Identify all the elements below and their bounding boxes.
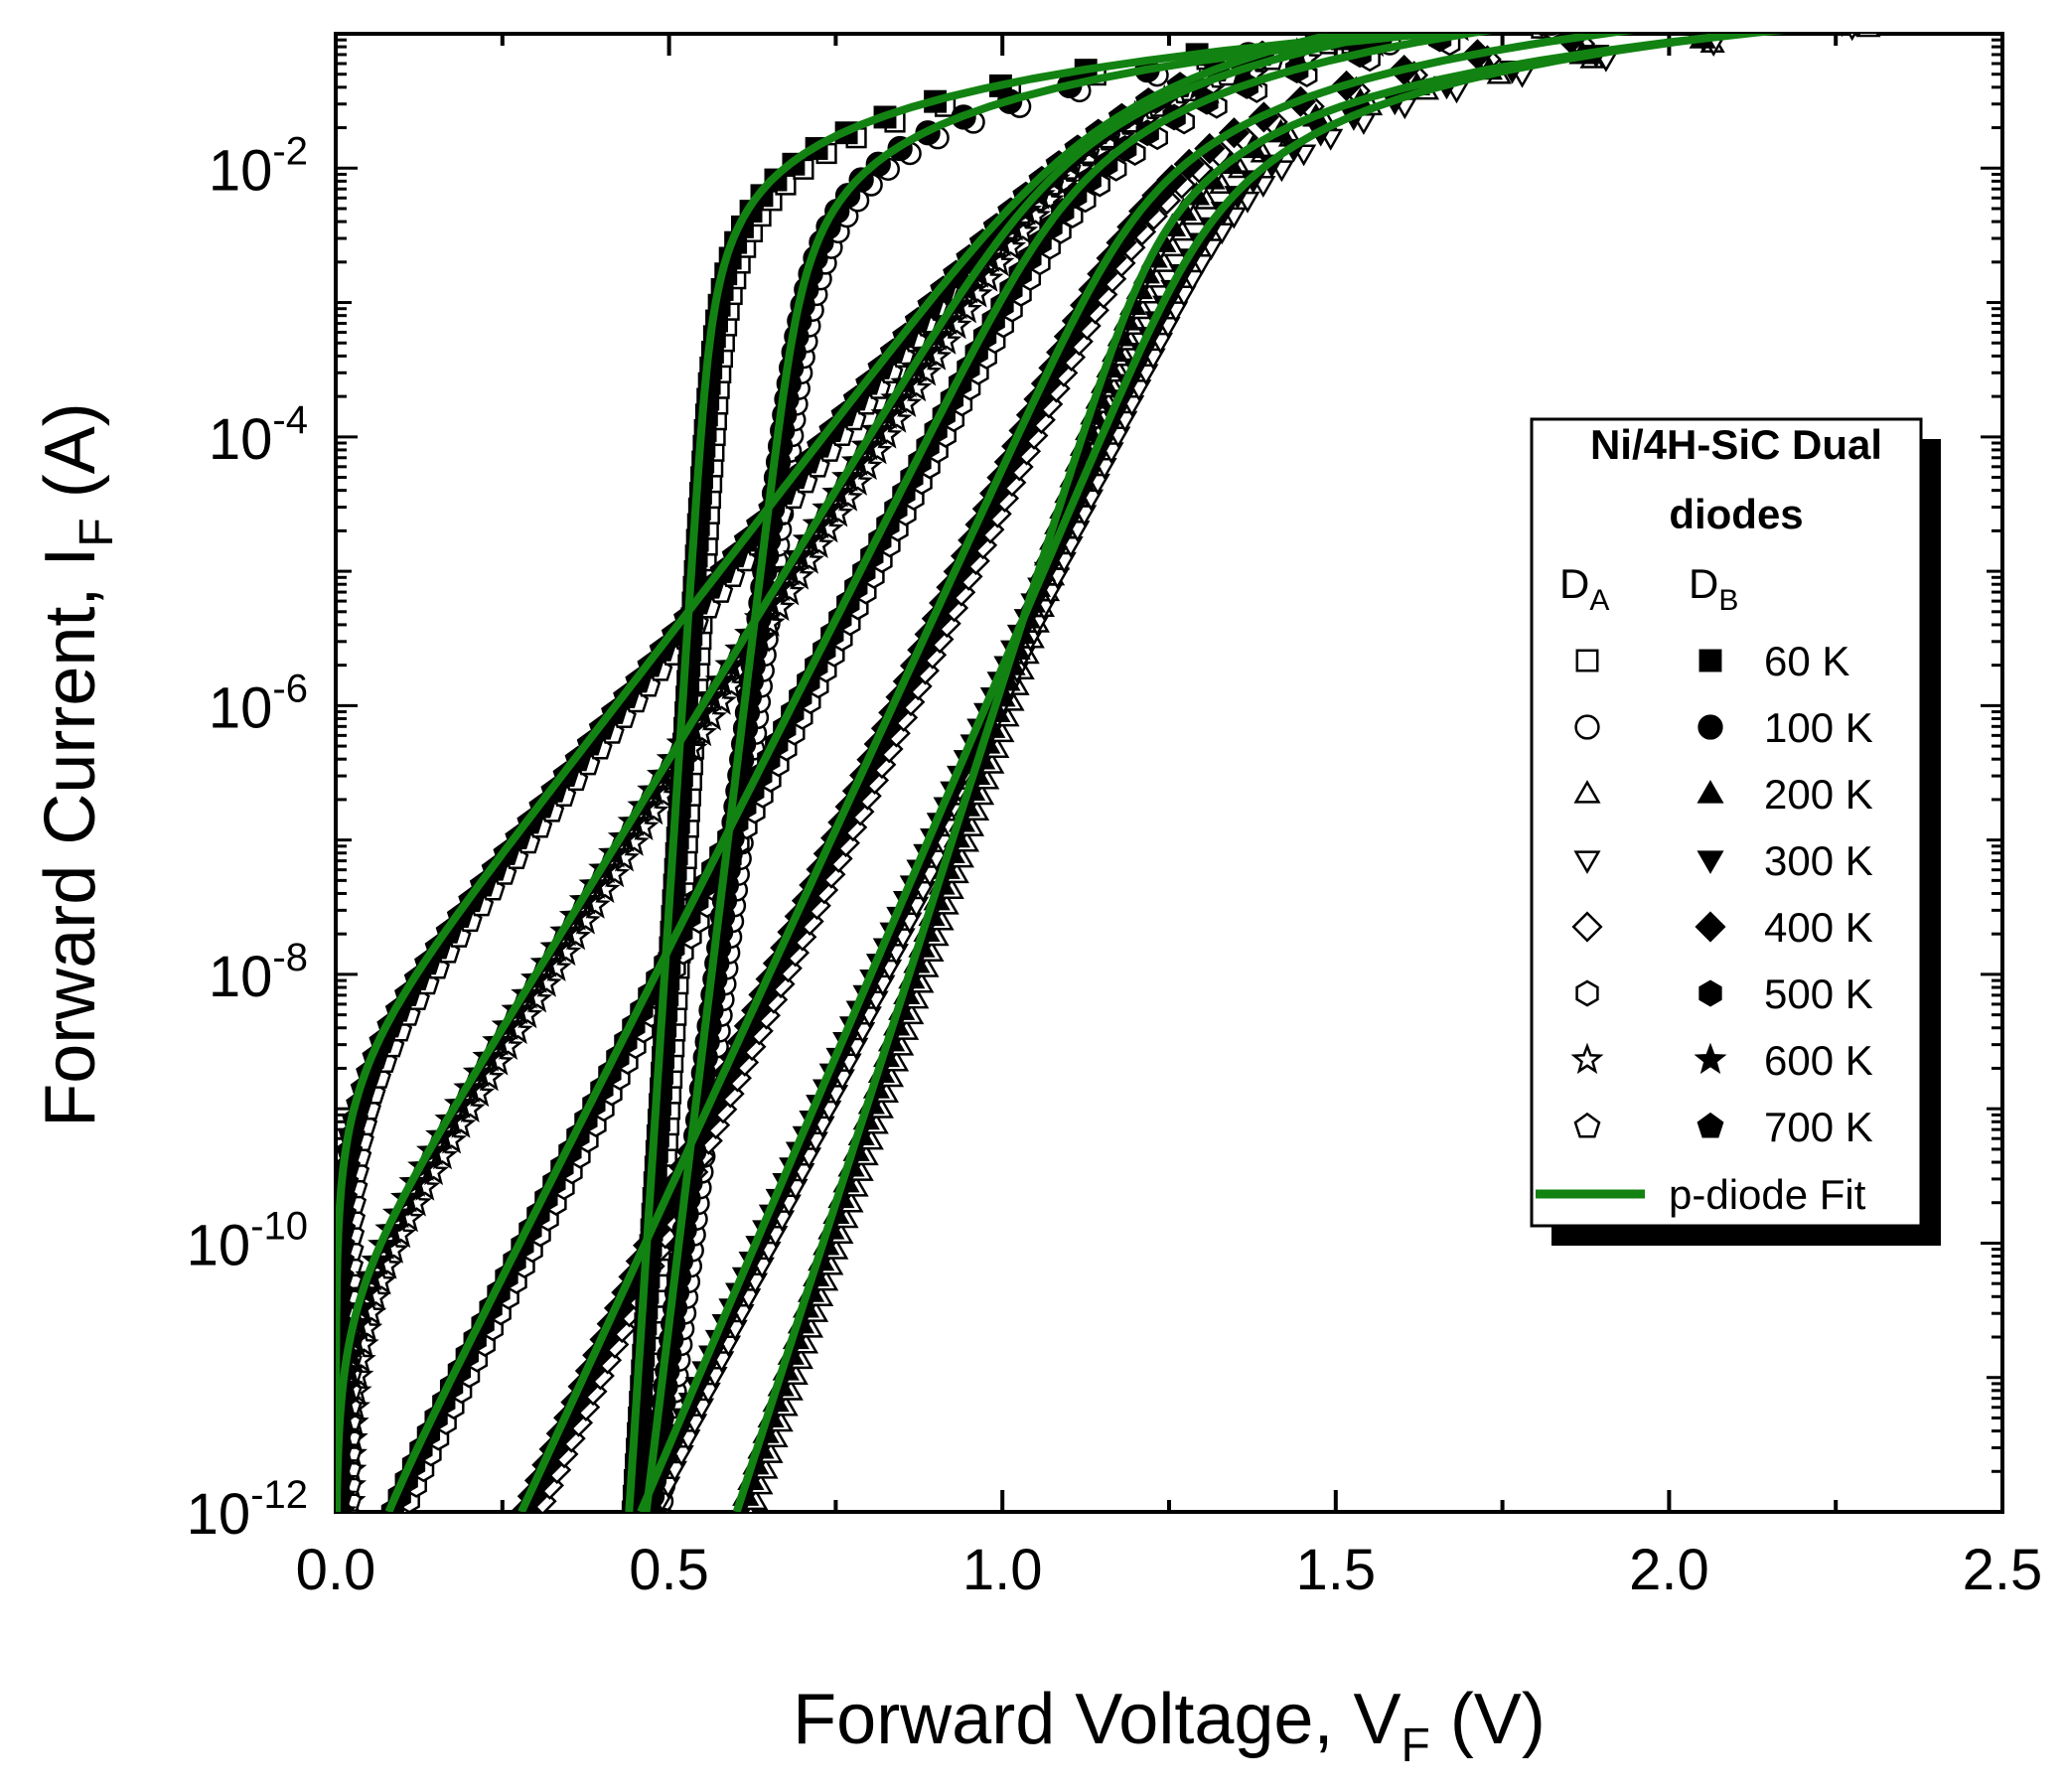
legend: Ni/4H-SiC Dual diodes DA DB 60 K 100 K 200… [1530, 417, 1941, 1246]
legend-marker-db [1697, 1112, 1724, 1138]
fit-line-60k [625, 34, 1444, 1512]
marker-db-100k [1545, 34, 1558, 36]
legend-marker-da [1571, 911, 1603, 943]
x-tick-label: 1.0 [962, 1538, 1043, 1602]
legend-marker-da [1574, 714, 1600, 740]
fit-line-400k [517, 34, 1635, 1512]
x-axis-title: Forward Voltage, VF (V) [793, 1680, 1546, 1772]
legend-entry-label: 60 K [1764, 638, 1849, 684]
legend-marker-da [1573, 780, 1601, 804]
legend-marker-db [1698, 979, 1722, 1007]
x-tick-label: 1.5 [1295, 1538, 1376, 1602]
legend-entry-label: 300 K [1764, 837, 1873, 884]
fit-line-600k [336, 34, 1408, 1512]
legend-marker-db [1697, 780, 1724, 804]
legend-marker-db [1695, 911, 1726, 943]
legend-marker-da [1575, 649, 1599, 672]
fit-line-500k [384, 34, 1494, 1512]
fit-line-300k [637, 34, 1777, 1512]
marker-da-300k [1847, 34, 1856, 42]
legend-marker-db [1697, 850, 1724, 874]
fit-lines [336, 34, 1786, 1512]
legend-entry-label: 700 K [1764, 1104, 1873, 1150]
y-tick-label: 10-12 [187, 1473, 308, 1547]
legend-marker-db [1697, 714, 1723, 740]
y-tick-label: 10-4 [209, 398, 308, 472]
legend-entry-label: 500 K [1764, 971, 1873, 1017]
y-tick-labels: 10-2 10-4 10-6 10-8 10-10 10-12 [187, 129, 308, 1547]
x-tick-label: 0.5 [629, 1538, 709, 1602]
marker-da-200k [1855, 34, 1881, 38]
fit-line-200k [732, 34, 1786, 1512]
legend-entry-label: 600 K [1764, 1037, 1873, 1084]
plot-content [336, 34, 1881, 1512]
legend-col-a-header: DA [1559, 560, 1609, 617]
y-tick-label: 10-8 [209, 936, 308, 1009]
fit-line-700k [336, 34, 1353, 1512]
legend-marker-db [1698, 649, 1722, 672]
y-tick-label: 10-10 [187, 1204, 308, 1277]
legend-marker-da [1575, 979, 1599, 1007]
legend-fit-label: p-diode Fit [1669, 1171, 1866, 1218]
legend-title-line1: Ni/4H-SiC Dual [1590, 421, 1882, 468]
marker-db-300k [1840, 34, 1845, 38]
y-tick-label: 10-2 [209, 129, 308, 203]
legend-marker-da [1570, 1042, 1604, 1075]
legend-entries: 60 K 100 K 200 K 300 K 400 K 500 K 600 K 700 K [1570, 638, 1873, 1150]
legend-box [1530, 417, 1923, 1228]
legend-entry-label: 100 K [1764, 704, 1873, 751]
marker-db-500k [1537, 34, 1548, 37]
legend-marker-da [1573, 1112, 1601, 1138]
axis-ticks [334, 32, 2004, 1514]
x-tick-label: 2.0 [1629, 1538, 1709, 1602]
x-tick-label: 2.5 [1963, 1538, 2043, 1602]
fit-line-100k [642, 34, 1471, 1512]
x-tick-labels: 0.0 0.5 1.0 1.5 2.0 2.5 [296, 1538, 2043, 1602]
legend-entry-label: 200 K [1764, 771, 1873, 818]
y-axis-title-sub: F [71, 518, 123, 546]
y-axis-title: Forward Current, IF (A) [31, 402, 123, 1126]
legend-col-b-header: DB [1689, 560, 1738, 617]
x-axis-title-sub: F [1402, 1719, 1430, 1772]
y-tick-label: 10-6 [209, 667, 308, 740]
legend-title-line2: diodes [1669, 491, 1803, 537]
legend-marker-da [1573, 850, 1601, 874]
x-tick-label: 0.0 [296, 1538, 376, 1602]
legend-marker-db [1694, 1042, 1727, 1075]
legend-entry-label: 400 K [1764, 904, 1873, 951]
